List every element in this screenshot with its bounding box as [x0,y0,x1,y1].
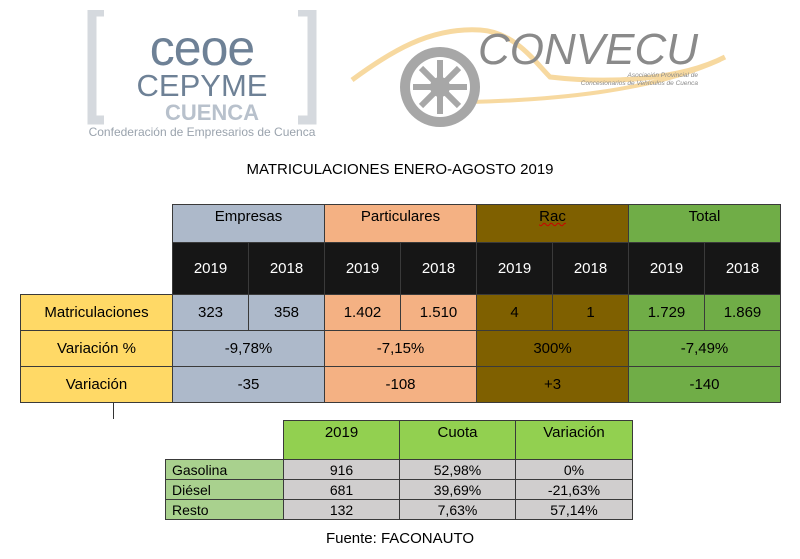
row-label-variacion: Variación [20,366,173,403]
fuel-cell: 52,98% [399,459,516,480]
group-header-particulares: Particulares [324,204,477,243]
table-cell: -35 [172,366,325,403]
year-header: 2018 [552,242,629,295]
fuel-cell: 7,63% [399,499,516,520]
svg-text:Concesionarios de Vehículos de: Concesionarios de Vehículos de Cuenca [581,80,699,87]
year-header: 2019 [172,242,249,295]
fuel-header: Cuota [399,420,516,460]
table-cell: +3 [476,366,629,403]
source-note: Fuente: FACONAUTO [325,530,475,547]
year-header: 2019 [324,242,401,295]
table-cell: 300% [476,330,629,367]
fuel-cell: 39,69% [399,479,516,500]
fuel-cell: -21,63% [515,479,633,500]
fuel-label-resto: Resto [165,499,284,520]
group-header-rac: Rac [476,204,629,243]
table-cell: 1.729 [628,294,705,331]
ceoe-cepyme-logo: ceoe CEPYME CUENCA Confederación de Empr… [87,10,317,139]
cursor-line [113,403,114,419]
report-title: MATRICULACIONES ENERO-AGOSTO 2019 [246,161,554,178]
svg-text:ceoe: ceoe [150,20,254,76]
year-header: 2019 [476,242,553,295]
year-header: 2018 [704,242,781,295]
table-cell: 358 [248,294,325,331]
svg-text:Asociación Provincial de: Asociación Provincial de [627,72,699,79]
table-cell: -108 [324,366,477,403]
row-label-matriculaciones: Matriculaciones [20,294,173,331]
table-cell: 1.402 [324,294,401,331]
table-cell: -140 [628,366,781,403]
table-cell: 1.869 [704,294,781,331]
convecu-logo: CONVECU Asociación Provincial de Concesi… [350,25,727,127]
table-cell: -9,78% [172,330,325,367]
fuel-label-diesel: Diésel [165,479,284,500]
table-cell: 1 [552,294,629,331]
fuel-cell: 57,14% [515,499,633,520]
table-cell: -7,49% [628,330,781,367]
table-cell: 1.510 [400,294,477,331]
group-header-empresas: Empresas [172,204,325,243]
fuel-cell: 681 [283,479,400,500]
svg-text:Confederación de Empresarios d: Confederación de Empresarios de Cuenca [89,125,316,139]
fuel-cell: 0% [515,459,633,480]
table-cell: 4 [476,294,553,331]
fuel-header: Variación [515,420,633,460]
svg-text:CONVECU: CONVECU [478,25,698,74]
group-header-total: Total [628,204,781,243]
rac-label: Rac [539,208,566,225]
year-header: 2019 [628,242,705,295]
table-cell: -7,15% [324,330,477,367]
year-header: 2018 [248,242,325,295]
row-label-variacion-pct: Variación % [20,330,173,367]
svg-text:CEPYME: CEPYME [137,68,268,103]
fuel-cell: 916 [283,459,400,480]
table-cell: 323 [172,294,249,331]
svg-text:CUENCA: CUENCA [165,100,259,125]
fuel-header: 2019 [283,420,400,460]
fuel-cell: 132 [283,499,400,520]
fuel-label-gasolina: Gasolina [165,459,284,480]
year-header: 2018 [400,242,477,295]
